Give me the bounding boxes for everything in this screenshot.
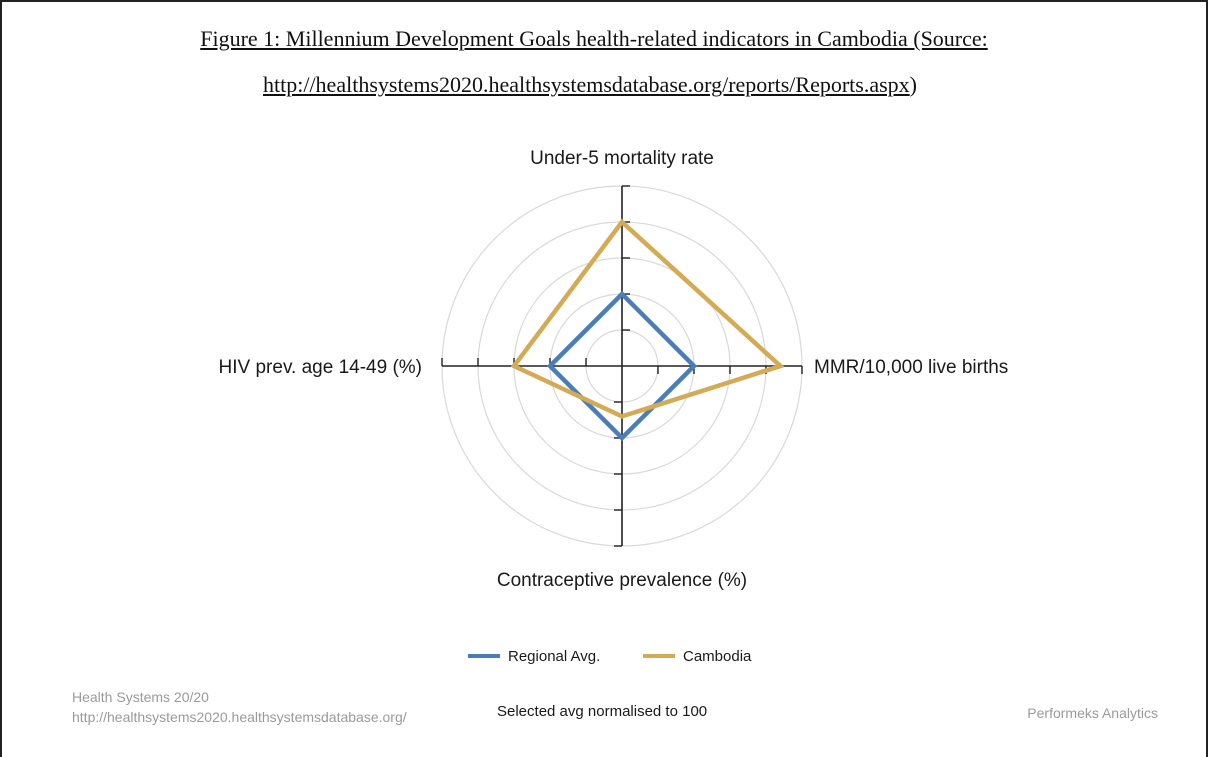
- brand-credit: Performeks Analytics: [1027, 705, 1158, 721]
- source-credit-line2: http://healthsystems2020.healthsystemsda…: [72, 709, 407, 725]
- chart-legend: Regional Avg. Cambodia: [468, 648, 752, 665]
- axis-label-3: HIV prev. age 14-49 (%): [219, 357, 422, 378]
- axis-label-2: Contraceptive prevalence (%): [497, 570, 747, 591]
- legend-label-0: Regional Avg.: [508, 648, 600, 665]
- series-regional-avg: [546, 290, 698, 442]
- series-cambodia: [510, 218, 785, 419]
- figure-source-url[interactable]: http://healthsystems2020.healthsystemsda…: [263, 72, 910, 97]
- axis-label-1: MMR/10,000 live births: [814, 357, 1008, 378]
- legend-label-1: Cambodia: [683, 648, 752, 665]
- radar-axis-labels: Under-5 mortality rate MMR/10,000 live bi…: [219, 148, 1009, 591]
- figure-title-close-paren: ): [909, 72, 917, 97]
- radar-series: [510, 218, 785, 442]
- source-credit-line1: Health Systems 20/20: [72, 689, 209, 705]
- figure-title-line2: http://healthsystems2020.healthsystemsda…: [0, 72, 1180, 98]
- normalisation-note: Selected avg normalised to 100: [497, 703, 707, 720]
- axis-label-0: Under-5 mortality rate: [530, 148, 714, 169]
- radar-axes: [441, 185, 803, 547]
- figure-title-line1: Figure 1: Millennium Development Goals h…: [200, 26, 988, 51]
